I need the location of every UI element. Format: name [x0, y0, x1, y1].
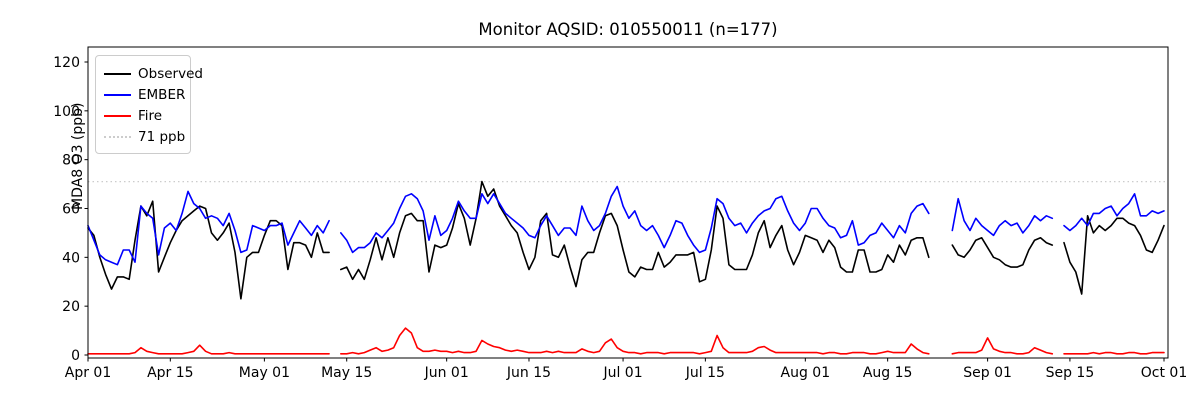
- legend-item-observed: Observed: [104, 63, 203, 84]
- series-line-fire: [87, 327, 1165, 355]
- y-tick-label: 0: [71, 348, 80, 364]
- legend: Observed EMBER Fire 71 ppb: [95, 55, 203, 154]
- x-tick-label: May 01: [239, 365, 290, 381]
- chart-title: Monitor AQSID: 010550011 (n=177): [478, 20, 778, 39]
- legend-label-fire: Fire: [138, 107, 163, 124]
- series-line-observed: [87, 180, 1165, 300]
- x-tick-label: May 15: [321, 365, 372, 381]
- ember-line-swatch: [104, 93, 131, 96]
- x-tick-label: Jul 15: [685, 365, 725, 381]
- legend-item-ember: EMBER: [104, 84, 186, 105]
- y-tick-label: 60: [62, 202, 80, 218]
- plot-box: [87, 46, 1169, 359]
- x-tick-label: Aug 15: [863, 365, 913, 381]
- legend-item-threshold: 71 ppb: [104, 126, 186, 147]
- y-tick-label: 20: [62, 299, 80, 315]
- threshold-line-swatch: [104, 135, 131, 138]
- x-tick-label: Jul 01: [602, 365, 642, 381]
- x-tick-label: Apr 15: [147, 365, 193, 381]
- fire-line-swatch: [104, 114, 131, 117]
- x-tick-label: Sep 15: [1046, 365, 1095, 381]
- y-tick-label: 40: [62, 250, 80, 266]
- x-tick-label: Apr 01: [65, 365, 111, 381]
- observed-line-swatch: [104, 72, 131, 75]
- x-tick-label: Jun 01: [424, 365, 469, 381]
- series-line-ember: [87, 185, 1165, 266]
- x-tick-label: Aug 01: [781, 365, 831, 381]
- legend-item-fire: Fire: [104, 105, 182, 126]
- y-tick-label: 120: [53, 55, 80, 71]
- y-tick-label: 80: [62, 153, 80, 169]
- x-tick-label: Jun 15: [506, 365, 551, 381]
- y-axis-label: MDA8 O3 (ppb): [69, 102, 86, 210]
- x-tick-label: Sep 01: [963, 365, 1012, 381]
- legend-label-observed: Observed: [138, 65, 203, 82]
- x-tick-label: Oct 01: [1141, 365, 1187, 381]
- legend-label-threshold: 71 ppb: [138, 128, 186, 145]
- y-tick-label: 100: [53, 104, 80, 120]
- legend-label-ember: EMBER: [138, 86, 186, 103]
